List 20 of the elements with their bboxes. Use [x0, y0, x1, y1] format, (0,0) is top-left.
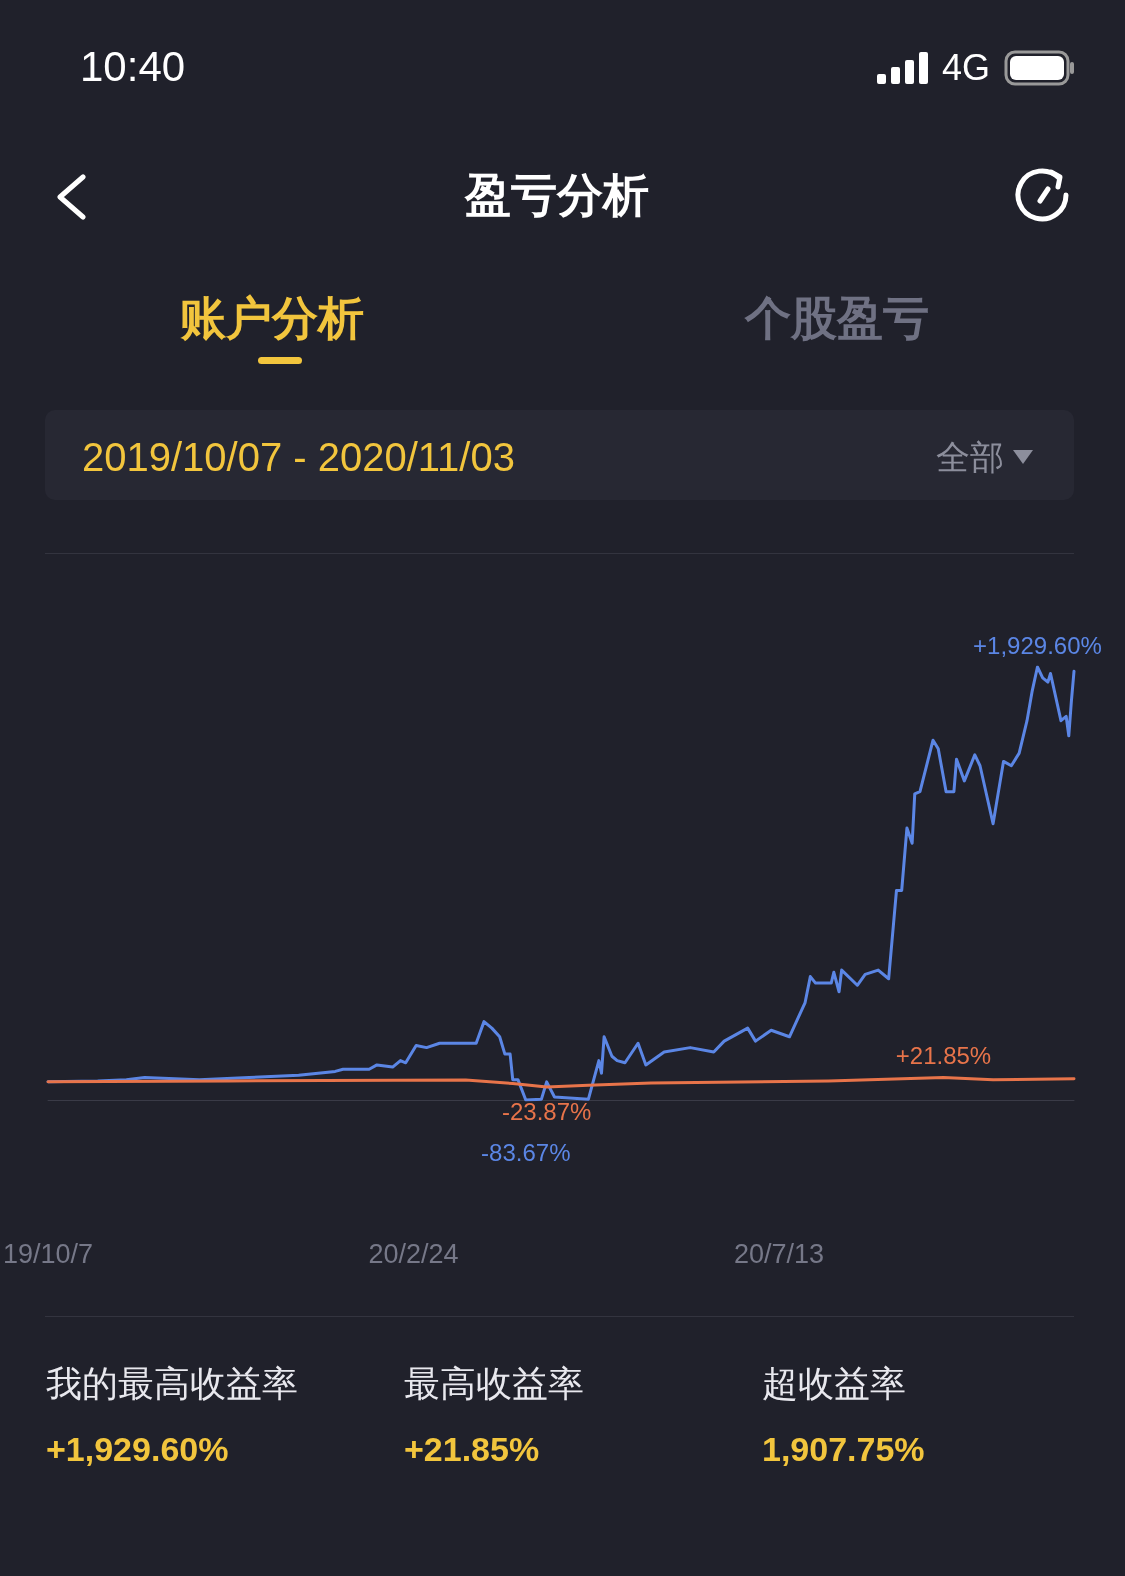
text: 账户分析	[180, 291, 364, 345]
text: 个股盈亏	[745, 291, 929, 345]
text: 全部	[936, 437, 1004, 477]
text: 1,907.75%	[762, 1430, 925, 1468]
chart-title: 盈亏分析	[463, 168, 650, 222]
x-tick-label: 20/7/13	[733, 1238, 825, 1269]
text: 4G	[942, 47, 991, 88]
x-tick-label: 20/2/24	[368, 1238, 459, 1269]
text: 10:40	[80, 43, 186, 90]
annotation: +1,929.60%	[973, 631, 1102, 659]
text: 最高收益率	[404, 1363, 584, 1404]
annotation: -23.87%	[501, 1097, 592, 1125]
chart-subtitle: 2019/10/07 - 2020/11/03	[82, 435, 515, 479]
text: 超收益率	[762, 1363, 906, 1404]
annotation: +21.85%	[895, 1041, 992, 1069]
text: 我的最高收益率	[46, 1363, 298, 1404]
text: +1,929.60%	[46, 1430, 229, 1468]
text: +21.85%	[404, 1430, 540, 1468]
x-tick-label: 19/10/7	[2, 1238, 94, 1269]
annotation: -83.67%	[481, 1138, 571, 1166]
